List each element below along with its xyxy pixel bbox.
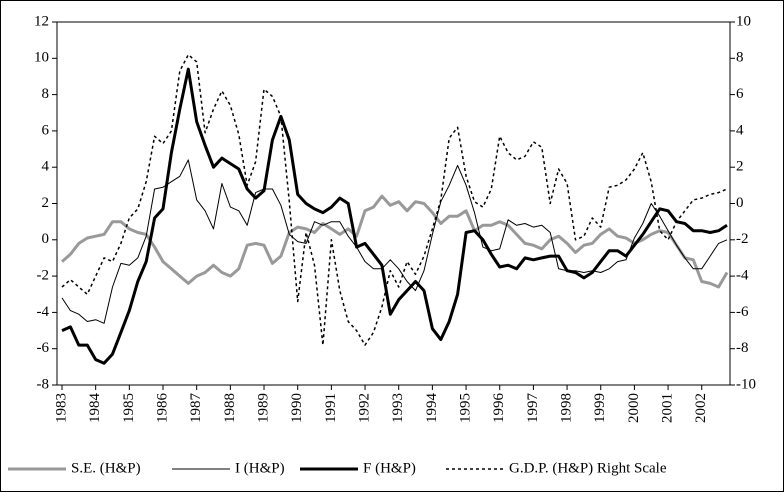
y2-tick-label: 4 xyxy=(736,122,744,138)
y2-tick-label: 6 xyxy=(736,86,744,102)
y-tick-label: -8 xyxy=(37,376,50,392)
x-tick-label: 1997 xyxy=(525,393,541,424)
y-tick-label: 2 xyxy=(42,195,50,211)
y2-tick-label: 2 xyxy=(736,159,744,175)
x-tick-label: 2001 xyxy=(660,393,676,423)
x-tick-label: 1999 xyxy=(592,393,608,423)
series-line xyxy=(61,194,729,289)
y2-tick-label: 8 xyxy=(736,50,744,66)
x-tick-label: 1998 xyxy=(559,393,575,423)
legend-label: S.E. (H&P) xyxy=(71,460,141,476)
x-tick-label: 1991 xyxy=(323,393,339,423)
y2-tick-label: -10 xyxy=(736,376,756,392)
y-tick-label: 12 xyxy=(34,13,49,29)
y-tick-label: -6 xyxy=(37,340,50,356)
y2-tick-label: -2 xyxy=(736,231,749,247)
y2-tick-label: 0 xyxy=(736,195,744,211)
x-tick-label: 1985 xyxy=(121,393,137,423)
x-tick-label: 1989 xyxy=(255,393,271,423)
series-line xyxy=(61,53,728,346)
x-tick-label: 1987 xyxy=(188,393,204,424)
legend-label: F (H&P) xyxy=(363,460,416,476)
x-tick-label: 2002 xyxy=(693,393,709,423)
series-line xyxy=(61,159,728,324)
x-tick-label: 1996 xyxy=(491,393,507,424)
x-tick-label: 1994 xyxy=(424,393,440,424)
x-tick-label: 1992 xyxy=(356,393,372,423)
x-tick-label: 1988 xyxy=(222,393,238,423)
y-tick-label: 10 xyxy=(34,50,49,66)
y2-tick-label: -4 xyxy=(736,268,749,284)
y-tick-label: 6 xyxy=(42,122,50,138)
x-tick-label: 2000 xyxy=(626,393,642,423)
y-tick-label: 4 xyxy=(42,159,50,175)
y2-tick-label: -8 xyxy=(736,340,749,356)
y2-tick-label: -6 xyxy=(736,304,749,320)
legend-label: G.D.P. (H&P) Right Scale xyxy=(509,460,667,476)
legend-label: I (H&P) xyxy=(235,460,285,476)
y-tick-label: -4 xyxy=(37,304,50,320)
x-tick-label: 1986 xyxy=(154,393,170,424)
x-tick-label: 1983 xyxy=(53,393,69,423)
x-tick-label: 1984 xyxy=(87,393,103,424)
x-tick-label: 1990 xyxy=(289,393,305,423)
series-line xyxy=(61,67,728,365)
x-tick-label: 1995 xyxy=(457,393,473,423)
y2-tick-label: 10 xyxy=(736,13,751,29)
y-tick-label: 0 xyxy=(42,231,50,247)
x-tick-label: 1993 xyxy=(390,393,406,423)
y-tick-label: 8 xyxy=(42,86,50,102)
y-tick-label: -2 xyxy=(37,268,50,284)
